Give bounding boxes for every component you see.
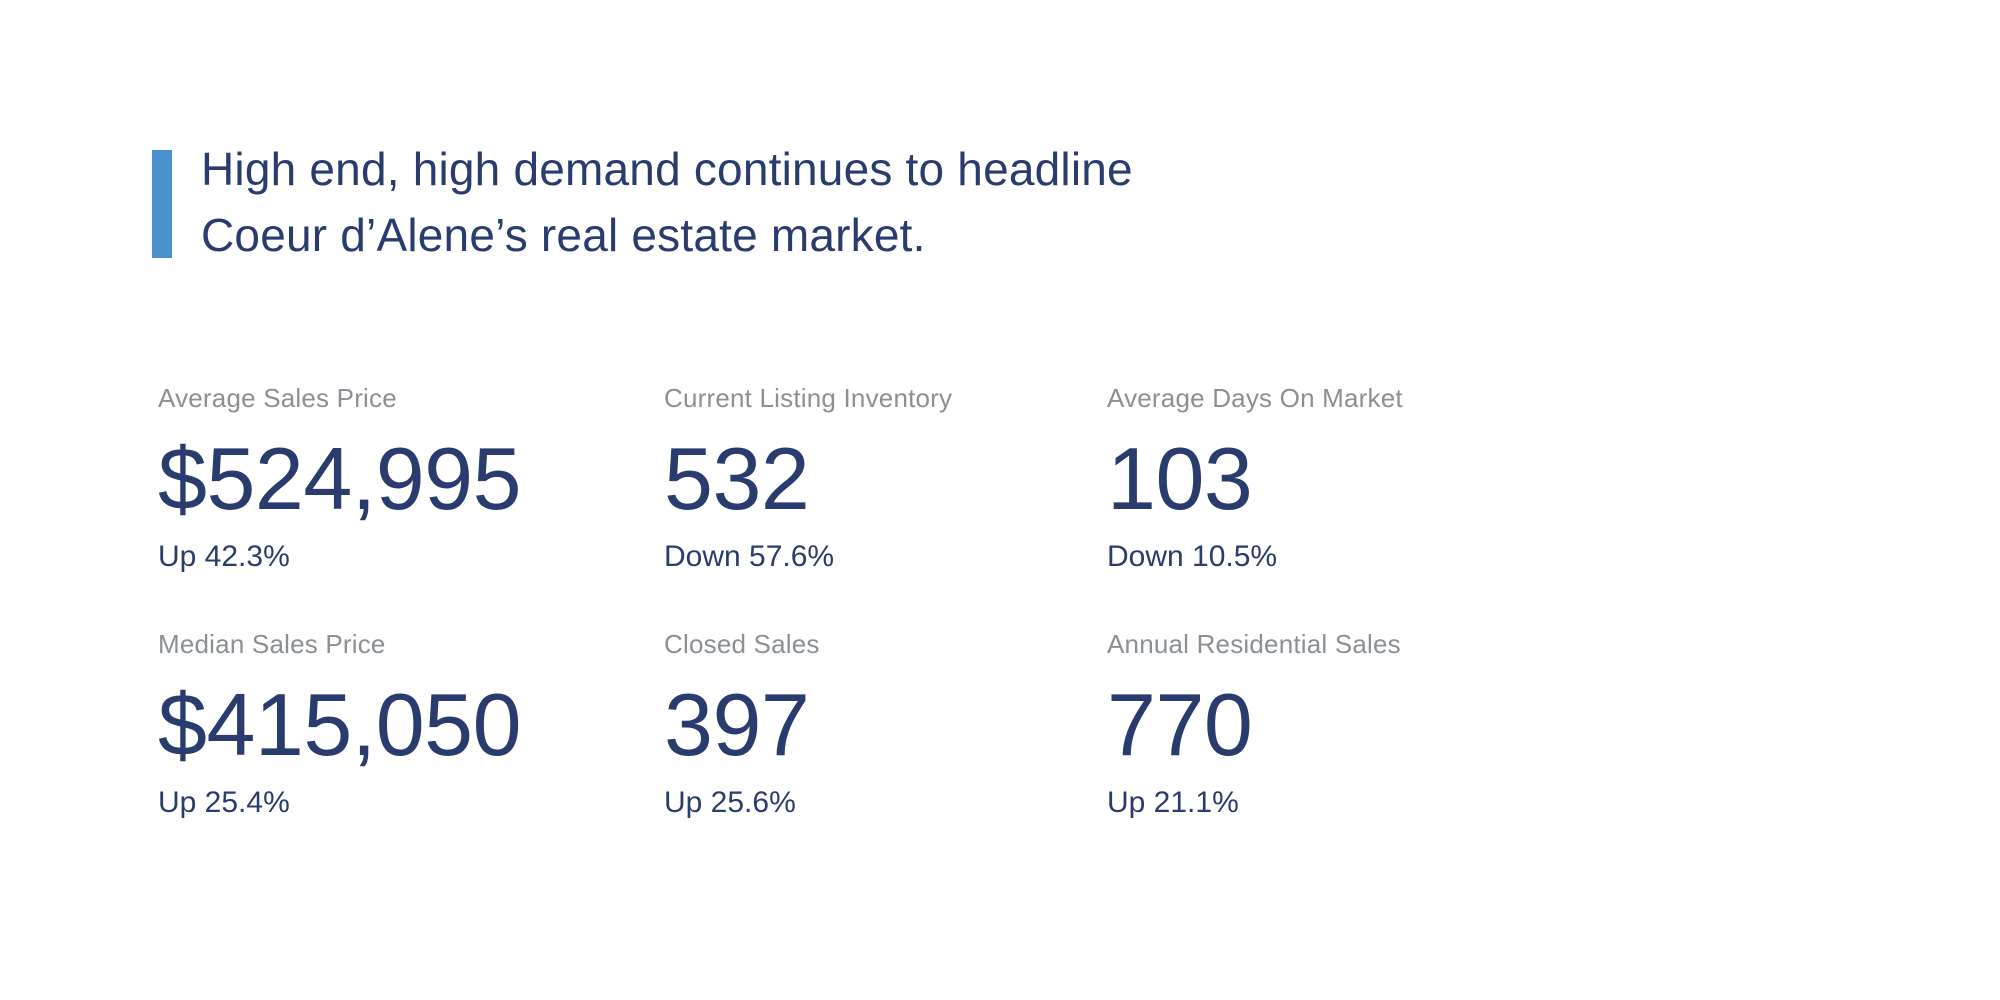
stat-card-closed-sales: Closed Sales 397 Up 25.6% (664, 629, 1107, 821)
headline-block: High end, high demand continues to headl… (152, 136, 1133, 268)
stat-value: 103 (1107, 429, 1253, 528)
stat-value: $415,050 (158, 675, 522, 774)
stat-change: Up 25.6% (664, 786, 796, 819)
stat-card-current-listing-inventory: Current Listing Inventory 532 Down 57.6% (664, 383, 1107, 575)
stat-label: Median Sales Price (158, 629, 386, 659)
stat-change: Up 25.4% (158, 786, 290, 819)
stat-change: Down 57.6% (664, 540, 835, 573)
stat-label: Average Sales Price (158, 383, 397, 413)
stat-label: Average Days On Market (1107, 383, 1403, 413)
stat-label: Closed Sales (664, 629, 820, 659)
stat-label: Current Listing Inventory (664, 383, 953, 413)
stat-card-average-sales-price: Average Sales Price $524,995 Up 42.3% (158, 383, 664, 575)
page-title-line-1: High end, high demand continues to headl… (201, 143, 1133, 195)
stat-change: Up 21.1% (1107, 786, 1239, 819)
stat-change: Down 10.5% (1107, 540, 1278, 573)
stat-value: 397 (664, 675, 810, 774)
stat-card-average-days-on-market: Average Days On Market 103 Down 10.5% (1107, 383, 1403, 575)
stats-grid: Average Sales Price $524,995 Up 42.3% Cu… (158, 383, 1403, 821)
stat-card-median-sales-price: Median Sales Price $415,050 Up 25.4% (158, 629, 664, 821)
stat-value: 532 (664, 429, 810, 528)
stat-change: Up 42.3% (158, 540, 290, 573)
headline-accent-bar (152, 150, 172, 258)
stat-value: $524,995 (158, 429, 522, 528)
stat-value: 770 (1107, 675, 1253, 774)
page-title: High end, high demand continues to headl… (201, 136, 1133, 268)
stat-card-annual-residential-sales: Annual Residential Sales 770 Up 21.1% (1107, 629, 1403, 821)
page-title-line-2: Coeur d’Alene’s real estate market. (201, 209, 926, 261)
stat-label: Annual Residential Sales (1107, 629, 1401, 659)
